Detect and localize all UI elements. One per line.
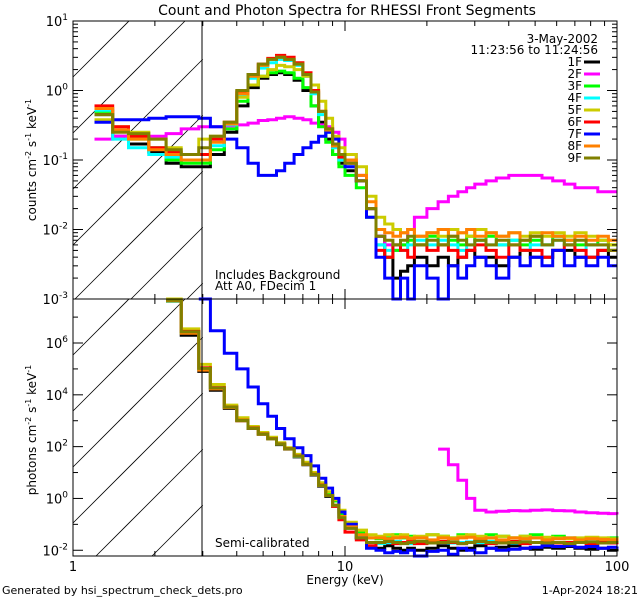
hatch-line	[186, 282, 204, 300]
top-y-axis-label: counts cm-2 s-1 keV-1	[24, 99, 39, 221]
series-4F	[166, 300, 619, 546]
series-9F	[166, 298, 619, 546]
y-tick-label: 102	[46, 439, 68, 456]
legend-label: 6F	[567, 115, 582, 129]
x-tick-label: 1	[69, 560, 77, 575]
series-7F	[94, 115, 617, 301]
top-y-ticks: 101 100 10-1 10-2 10-3	[42, 13, 617, 308]
generation-timestamp: 1-Apr-2024 18:21	[542, 584, 638, 597]
top-x-ticks	[72, 21, 606, 299]
hatch-line	[72, 114, 204, 246]
y-tick-label: 10-2	[42, 542, 68, 559]
x-tick-label: 100	[605, 560, 630, 575]
photon-spectrum-panel: 106 104 102 100 10-2 Semi-calibrated photons…	[24, 297, 630, 575]
excluded-region-hatch-bottom	[72, 298, 204, 557]
series-7F	[198, 297, 619, 558]
legend-label: 4F	[567, 91, 582, 105]
series-2F	[438, 447, 619, 516]
observation-time-range: 11:23:56 to 11:24:56	[471, 43, 598, 57]
hatch-line	[95, 448, 204, 557]
observation-date: 3-May-2002	[527, 32, 598, 46]
hatch-line	[72, 20, 186, 134]
legend-label: 8F	[567, 139, 582, 153]
calibration-note: Semi-calibrated	[215, 536, 310, 550]
legend-label: 3F	[567, 79, 582, 93]
hatch-line	[72, 298, 186, 412]
y-tick-label: 106	[46, 335, 69, 352]
y-tick-label: 100	[46, 83, 69, 100]
count-series-group	[94, 53, 617, 301]
excluded-region-hatch-top	[72, 20, 204, 300]
series-8F	[166, 299, 619, 542]
legend-label: 5F	[567, 103, 582, 117]
hatch-line	[130, 226, 204, 300]
y-tick-label: 10-2	[42, 222, 68, 239]
x-tick-labels: 1 10 100	[69, 560, 630, 575]
attenuator-note: Att A0, FDecim 1	[215, 279, 316, 293]
hatch-line	[74, 170, 204, 300]
background-note: Includes Background	[215, 268, 340, 282]
y-tick-label: 10-3	[42, 291, 68, 308]
photon-series-group	[166, 297, 619, 558]
x-tick-label: 10	[337, 560, 354, 575]
y-tick-label: 100	[46, 490, 69, 507]
y-tick-label: 104	[46, 387, 69, 404]
y-tick-label: 101	[46, 13, 68, 30]
count-spectrum-panel: 101 100 10-1 10-2 10-3 Includes Background A…	[24, 13, 618, 308]
series-1F	[166, 300, 619, 552]
legend-label: 1F	[567, 55, 582, 69]
bottom-y-axis-label: photons cm-2 s-1 keV-1	[24, 365, 39, 496]
generated-by-note: Generated by hsi_spectrum_check_dets.pro	[2, 584, 243, 597]
series-5F	[166, 297, 619, 543]
hatch-line	[151, 504, 204, 557]
bottom-y-ticks: 106 104 102 100 10-2	[42, 316, 617, 559]
series-3F	[166, 300, 619, 542]
legend-label: 7F	[567, 127, 582, 141]
y-tick-label: 10-1	[42, 152, 68, 169]
figure-title: Count and Photon Spectra for RHESSI Fron…	[158, 3, 536, 19]
series-9F	[94, 55, 617, 252]
x-axis-label: Energy (keV)	[306, 573, 383, 587]
hatch-line	[72, 336, 204, 468]
legend-label: 9F	[567, 151, 582, 165]
legend-label: 2F	[567, 67, 582, 81]
hatch-line	[72, 58, 204, 190]
bottom-x-ticks	[72, 299, 606, 556]
hatch-line	[72, 392, 204, 524]
hatch-line	[72, 298, 130, 356]
hatch-line	[72, 20, 130, 78]
